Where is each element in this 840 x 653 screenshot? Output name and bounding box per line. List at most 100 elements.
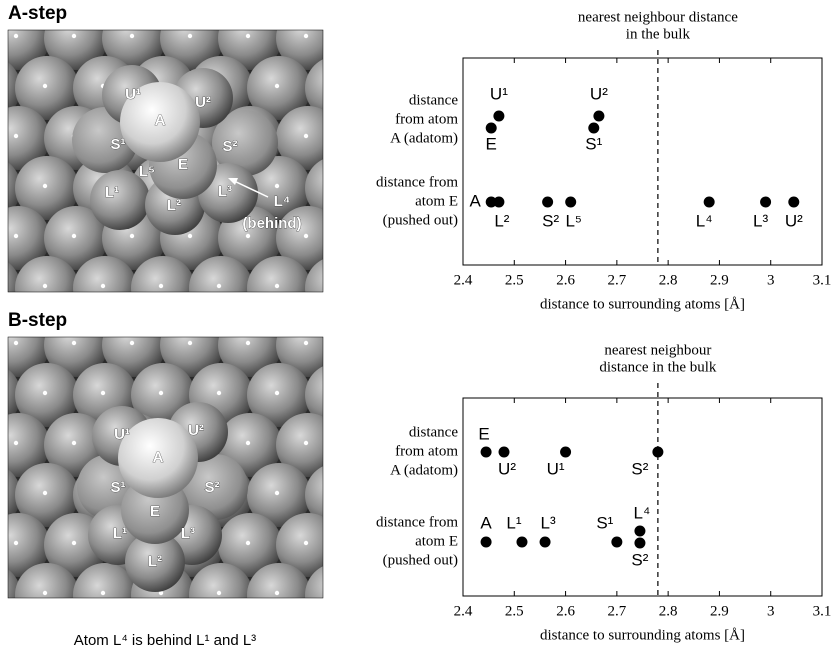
- atom-highlight: [72, 541, 76, 545]
- x-tick-label: 2.8: [659, 272, 678, 288]
- row-label: (pushed out): [383, 552, 458, 568]
- annotation: nearest neighbour: [604, 342, 711, 358]
- point-label: S²: [542, 211, 559, 230]
- atom-highlight: [43, 84, 47, 88]
- point-label: L³: [540, 513, 555, 532]
- atom-highlight: [14, 641, 18, 645]
- atom-highlight: [217, 284, 221, 288]
- atom-highlight: [43, 591, 47, 595]
- atom-label: S²: [223, 138, 238, 155]
- data-point: [565, 197, 576, 208]
- atom-label: U²: [195, 94, 211, 111]
- point-label: L⁵: [565, 211, 582, 230]
- annotation: nearest neighbour distance: [578, 9, 738, 25]
- atom-highlight: [362, 341, 366, 345]
- atom-highlight: [130, 234, 134, 238]
- atom-highlight: [333, 391, 337, 395]
- atom-label: (behind): [242, 215, 301, 232]
- data-point: [652, 447, 663, 458]
- atom-highlight: [275, 491, 279, 495]
- point-label: U²: [498, 459, 516, 478]
- atom: [276, 613, 340, 653]
- atom-highlight: [101, 391, 105, 395]
- atom-highlight: [130, 341, 134, 345]
- atom-highlight: [159, 284, 163, 288]
- data-point: [516, 537, 527, 548]
- x-tick-label: 3.1: [813, 603, 832, 619]
- atom: [363, 263, 427, 327]
- atom: [131, 256, 195, 320]
- atom: [15, 563, 79, 627]
- row-label: atom E: [415, 533, 458, 549]
- annotation: distance in the bulk: [599, 359, 717, 375]
- atom: [247, 563, 311, 627]
- atom-highlight: [275, 184, 279, 188]
- atom-highlight: [333, 184, 337, 188]
- x-tick-label: 2.7: [607, 603, 626, 619]
- atom-label: U²: [188, 422, 204, 439]
- data-point: [634, 538, 645, 549]
- atom-label: L⁴: [274, 193, 291, 210]
- x-axis-label: distance to surrounding atoms [Å]: [540, 296, 745, 312]
- point-label: S¹: [585, 134, 602, 153]
- atom-label: A: [153, 449, 164, 466]
- x-tick-label: 2.4: [454, 603, 473, 619]
- data-point: [542, 197, 553, 208]
- atom-highlight: [362, 641, 366, 645]
- data-point: [481, 537, 492, 548]
- atom-highlight: [246, 34, 250, 38]
- atom-highlight: [304, 541, 308, 545]
- atom-highlight: [43, 491, 47, 495]
- atom-highlight: [275, 84, 279, 88]
- atom: [189, 563, 253, 627]
- atom-highlight: [246, 341, 250, 345]
- point-label: L²: [494, 211, 509, 230]
- atom-highlight: [188, 34, 192, 38]
- point-label: L¹: [506, 513, 521, 532]
- panel-title: B-step: [8, 310, 67, 331]
- row-label: A (adatom): [390, 130, 458, 146]
- point-label: A: [480, 513, 492, 532]
- atom-highlight: [130, 34, 134, 38]
- atom-highlight: [246, 541, 250, 545]
- x-tick-label: 2.8: [659, 603, 678, 619]
- atom-highlight: [391, 284, 395, 288]
- x-tick-label: 2.5: [505, 272, 524, 288]
- atom: [305, 256, 369, 320]
- atom-highlight: [72, 341, 76, 345]
- point-label: S²: [631, 550, 648, 569]
- plot-frame: [463, 58, 822, 265]
- atom: [334, 413, 398, 477]
- point-label: U¹: [547, 459, 565, 478]
- atom-highlight: [246, 234, 250, 238]
- data-point: [493, 197, 504, 208]
- atom-highlight: [333, 84, 337, 88]
- data-point: [634, 526, 645, 537]
- atom-highlight: [333, 291, 337, 295]
- atom-highlight: [72, 34, 76, 38]
- atom: [334, 306, 398, 370]
- point-label: A: [470, 191, 482, 210]
- point-label: L⁴: [634, 503, 651, 522]
- atom: [73, 256, 137, 320]
- atom-highlight: [14, 34, 18, 38]
- data-point: [486, 123, 497, 134]
- atom-highlight: [391, 84, 395, 88]
- atom-label: E: [150, 503, 160, 520]
- atom-highlight: [188, 234, 192, 238]
- x-tick-label: 2.4: [454, 272, 473, 288]
- atom-highlight: [304, 441, 308, 445]
- atom-highlight: [14, 341, 18, 345]
- atom: [131, 0, 195, 20]
- atom-highlight: [304, 341, 308, 345]
- atom-highlight: [101, 591, 105, 595]
- atom-highlight: [362, 134, 366, 138]
- atom-label: L³: [181, 525, 195, 542]
- atom-highlight: [333, 591, 337, 595]
- atom-highlight: [304, 641, 308, 645]
- point-label: S¹: [596, 513, 613, 532]
- atom-label: L¹: [105, 184, 119, 201]
- data-point: [481, 447, 492, 458]
- point-label: E: [478, 424, 489, 443]
- atom-highlight: [43, 284, 47, 288]
